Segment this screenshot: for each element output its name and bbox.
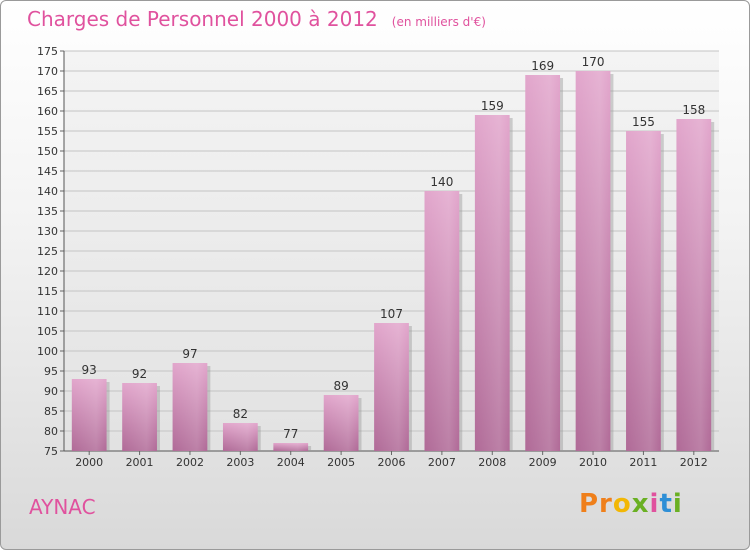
y-tick-label: 115 (37, 285, 58, 298)
logo-part: t (659, 489, 673, 519)
data-label: 169 (531, 59, 554, 73)
logo-part: o (612, 489, 632, 519)
x-tick-label: 2006 (378, 456, 406, 469)
chart-subtitle: (en milliers d'€) (391, 15, 486, 29)
data-label: 107 (380, 307, 403, 321)
y-tick-label: 110 (37, 305, 58, 318)
chart-title: Charges de Personnel 2000 à 2012 (en mill… (27, 7, 486, 31)
y-tick-label: 155 (37, 125, 58, 138)
y-tick-label: 105 (37, 325, 58, 338)
data-label: 158 (682, 103, 705, 117)
y-tick-label: 100 (37, 345, 58, 358)
y-tick-label: 135 (37, 205, 58, 218)
logo-part: x (631, 489, 650, 519)
bar-highlight (172, 363, 208, 451)
data-label: 77 (283, 427, 298, 441)
bar-highlight (575, 71, 611, 451)
bar-highlight (323, 395, 359, 451)
y-tick-label: 165 (37, 85, 58, 98)
data-label: 97 (182, 347, 197, 361)
data-label: 92 (132, 367, 147, 381)
y-tick-label: 75 (44, 445, 58, 458)
title-text: Charges de Personnel 2000 à 2012 (27, 7, 378, 31)
data-label: 155 (632, 115, 655, 129)
data-label: 170 (582, 55, 605, 69)
data-label: 140 (430, 175, 453, 189)
y-tick-label: 160 (37, 105, 58, 118)
proxiti-logo[interactable]: Proxiti (579, 489, 683, 519)
town-name: AYNAC (29, 495, 96, 519)
y-tick-label: 125 (37, 245, 58, 258)
y-tick-label: 145 (37, 165, 58, 178)
x-tick-label: 2007 (428, 456, 456, 469)
y-tick-label: 130 (37, 225, 58, 238)
x-tick-label: 2004 (277, 456, 305, 469)
x-tick-label: 2001 (126, 456, 154, 469)
y-tick-label: 140 (37, 185, 58, 198)
y-tick-label: 80 (44, 425, 58, 438)
y-tick-label: 90 (44, 385, 58, 398)
x-tick-label: 2012 (680, 456, 708, 469)
y-tick-label: 175 (37, 45, 58, 58)
x-tick-label: 2009 (529, 456, 557, 469)
bar-highlight (525, 75, 561, 451)
bar-highlight (71, 379, 107, 451)
logo-part: i (649, 489, 660, 519)
data-label: 93 (82, 363, 97, 377)
x-tick-label: 2010 (579, 456, 607, 469)
bar-highlight (222, 423, 258, 451)
x-tick-label: 2002 (176, 456, 204, 469)
bar-highlight (474, 115, 510, 451)
x-tick-label: 2003 (226, 456, 254, 469)
y-tick-label: 120 (37, 265, 58, 278)
x-tick-label: 2008 (478, 456, 506, 469)
bar-highlight (424, 191, 460, 451)
bar-highlight (122, 383, 157, 451)
y-tick-label: 95 (44, 365, 58, 378)
data-label: 82 (233, 407, 248, 421)
bar-highlight (676, 119, 712, 451)
x-tick-label: 2000 (75, 456, 103, 469)
bar-highlight (626, 131, 661, 451)
y-tick-label: 85 (44, 405, 58, 418)
x-tick-label: 2005 (327, 456, 355, 469)
x-tick-label: 2011 (629, 456, 657, 469)
data-label: 159 (481, 99, 504, 113)
y-tick-label: 170 (37, 65, 58, 78)
data-label: 89 (333, 379, 348, 393)
bar-highlight (374, 323, 409, 451)
logo-part: Pr (579, 489, 613, 519)
logo-part: i (672, 489, 683, 519)
bar-highlight (273, 443, 309, 451)
y-tick-label: 150 (37, 145, 58, 158)
bar-chart: 75 80 85 90 95 100 105 110 115 120 125 130 135 140 145… (37, 45, 719, 469)
